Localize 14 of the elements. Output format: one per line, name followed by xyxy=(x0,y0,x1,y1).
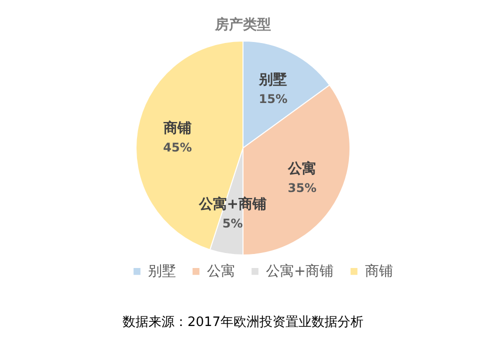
slice-label: 公寓 xyxy=(287,160,316,178)
data-label: 35% xyxy=(288,181,316,196)
data-label: 15% xyxy=(258,92,288,106)
slice-label: 商铺 xyxy=(162,120,192,137)
slice-label: 别墅 xyxy=(258,72,288,88)
legend-label: 别墅 xyxy=(148,263,176,280)
legend-label: 公寓+商铺 xyxy=(266,263,334,280)
slice-label: 公寓+商铺 xyxy=(198,196,266,213)
source-note: 数据来源：2017年欧洲投资置业数据分析 xyxy=(122,315,364,330)
data-label: 5% xyxy=(222,216,243,231)
chart-title: 房产类型 xyxy=(214,16,271,33)
data-label: 45% xyxy=(163,140,192,155)
legend-label: 公寓 xyxy=(207,263,235,280)
legend-label: 商铺 xyxy=(365,263,393,280)
